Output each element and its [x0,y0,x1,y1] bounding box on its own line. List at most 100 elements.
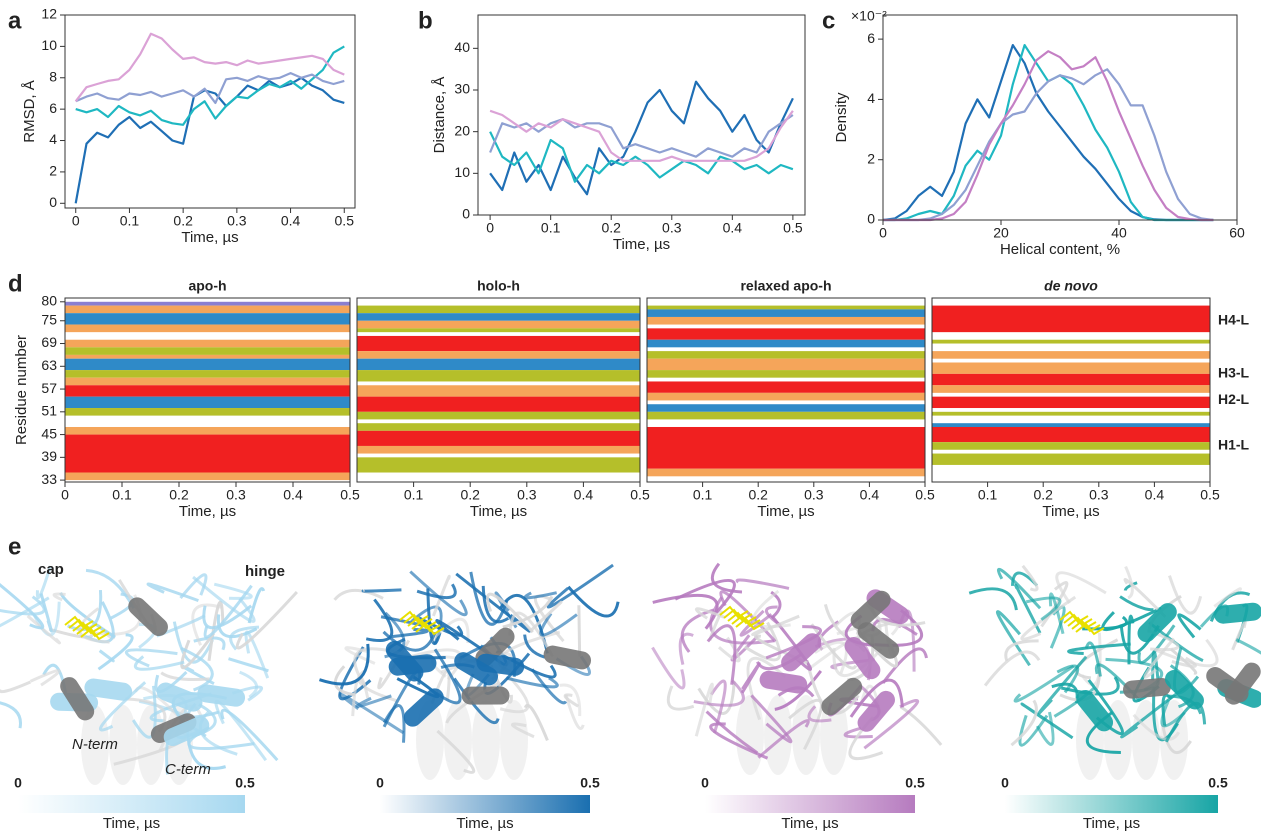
y-tick-label: 0 [462,206,470,222]
x-axis-label: Helical content, % [1000,241,1120,258]
structure-band [357,446,640,454]
structure-band [647,328,925,339]
structure-label: C-term [165,761,211,778]
structure-band [65,385,350,396]
structure-band [65,359,350,370]
structure-band [65,302,350,306]
colorbar-label: Time, µs [456,815,513,832]
x-axis-label: Time, µs [470,503,527,520]
structure-band [357,359,640,370]
x-axis-label: Time, µs [613,236,670,253]
x-tick-label: 0 [72,213,80,229]
structure-band [357,328,640,332]
colorbar-label: Time, µs [781,815,838,832]
y-tick-label: 80 [41,292,57,308]
subplot-title: relaxed apo-h [740,278,831,294]
colorbar-tick-label: 0 [701,775,709,791]
structure-band [65,397,350,408]
axis-multiplier: ×10⁻² [851,8,887,24]
backbone-trace [392,629,428,636]
helix-cylinder [196,683,246,708]
x-tick-label: 40 [1111,225,1127,241]
x-tick-label: 0.5 [335,213,355,229]
structure-band [357,431,640,446]
y-axis-label: RMSD, Å [21,80,38,143]
y-axis-label: Density [833,92,850,143]
x-tick-label: 0.4 [574,487,594,503]
x-tick-label: 20 [993,225,1009,241]
ghost-helix [1104,700,1132,780]
series-line [883,45,1213,220]
y-tick-label: 2 [867,150,875,166]
x-tick-label: 0 [879,225,887,241]
structure-band [932,351,1210,359]
structure-band [65,340,350,348]
x-tick-label: 0.3 [517,487,537,503]
structure-band [65,378,350,386]
x-axis-label: Time, µs [1042,503,1099,520]
ghost-helix [472,700,500,780]
y-tick-label: 75 [41,311,57,327]
x-tick-label: 0 [61,487,69,503]
structure-band [65,408,350,416]
subplot-title: apo-h [188,278,226,294]
backbone-trace [682,610,714,652]
subplot-title: holo-h [477,278,520,294]
structure-band [357,423,640,431]
x-tick-label: 0.1 [112,487,132,503]
colorbar-tick-label: 0 [1001,775,1009,791]
x-tick-label: 0.2 [1033,487,1053,503]
structure-band [647,427,925,469]
backbone-trace [579,605,580,655]
structure-band [65,325,350,333]
x-tick-label: 0 [486,220,494,236]
subplot-title: de novo [1044,278,1098,294]
series-line [883,69,1213,220]
y-tick-label: 20 [454,122,470,138]
y-tick-label: 0 [49,194,57,210]
x-tick-label: 0.1 [120,213,140,229]
backbone-trace [1129,616,1133,664]
x-tick-label: 0.3 [226,487,246,503]
colorbar-tick-label: 0.5 [905,775,925,791]
backbone-trace [1233,622,1246,650]
y-tick-label: 8 [49,68,57,84]
x-tick-label: 0.2 [748,487,768,503]
protein-structure [969,566,1261,780]
structure-band [357,370,640,381]
structure-band [65,427,350,435]
y-tick-label: 6 [867,30,875,46]
backbone-trace [249,589,264,623]
x-tick-label: 0.4 [860,487,880,503]
x-tick-label: 0.4 [281,213,301,229]
x-axis-label: Time, µs [181,229,238,246]
structure-band [647,370,925,378]
x-tick-label: 0.4 [723,220,743,236]
structure-band [647,412,925,420]
y-axis-label: Distance, Å [431,77,448,154]
structure-band [65,370,350,378]
structure-band [932,427,1210,442]
panel-label: d [8,270,23,297]
structure-band [647,469,925,477]
helix-label: H2-L [1218,391,1250,407]
colorbar [18,795,245,813]
x-tick-label: 0.3 [804,487,824,503]
structure-band [65,473,350,481]
structure-band [647,393,925,401]
structure-band [647,359,925,370]
y-tick-label: 10 [41,37,57,53]
backbone-trace [363,590,401,591]
y-tick-label: 63 [41,357,57,373]
y-tick-label: 39 [41,448,57,464]
structure-band [932,306,1210,333]
backbone-trace [1155,640,1217,666]
x-tick-label: 0.5 [1200,487,1220,503]
colorbar-tick-label: 0 [14,775,22,791]
backbone-trace [357,696,391,707]
series-line [883,45,1213,220]
colorbar-tick-label: 0 [376,775,384,791]
structure-band [647,381,925,392]
y-tick-label: 30 [454,81,470,97]
helix-label: H1-L [1218,437,1250,453]
